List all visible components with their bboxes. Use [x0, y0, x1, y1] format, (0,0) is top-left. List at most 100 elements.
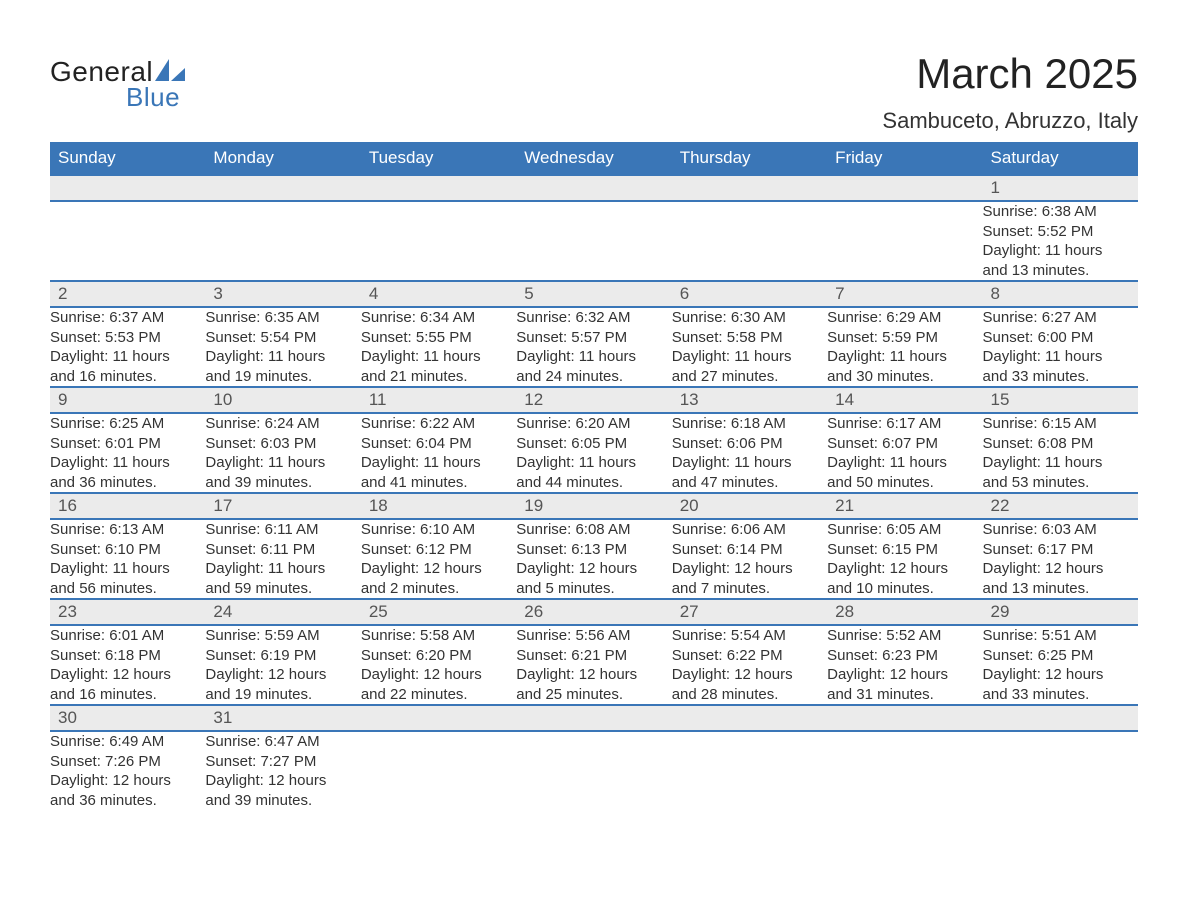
day-number-cell: 6	[672, 281, 827, 307]
day-detail-cell: Sunrise: 6:47 AMSunset: 7:27 PMDaylight:…	[205, 731, 360, 810]
day-detail-cell: Sunrise: 6:01 AMSunset: 6:18 PMDaylight:…	[50, 625, 205, 705]
sunset-text: Sunset: 6:03 PM	[205, 434, 360, 454]
day-number: 18	[361, 494, 516, 518]
day-number-cell: 29	[983, 599, 1138, 625]
day-number: 25	[361, 600, 516, 624]
day-number-cell: 7	[827, 281, 982, 307]
day1-text: Daylight: 11 hours	[50, 453, 205, 473]
day-number-cell: 11	[361, 387, 516, 413]
day-number: 24	[205, 600, 360, 624]
day-detail-cell	[983, 731, 1138, 810]
sunrise-text: Sunrise: 5:54 AM	[672, 626, 827, 646]
weekday-header: Tuesday	[361, 142, 516, 175]
sunrise-text: Sunrise: 6:37 AM	[50, 308, 205, 328]
day-number: 7	[827, 282, 982, 306]
day1-text: Daylight: 11 hours	[50, 559, 205, 579]
day-detail-cell	[361, 201, 516, 281]
day-detail-cell: Sunrise: 6:29 AMSunset: 5:59 PMDaylight:…	[827, 307, 982, 387]
weekday-header-row: Sunday Monday Tuesday Wednesday Thursday…	[50, 142, 1138, 175]
day-detail-cell: Sunrise: 6:34 AMSunset: 5:55 PMDaylight:…	[361, 307, 516, 387]
day-detail-cell	[672, 201, 827, 281]
day-number-cell	[361, 705, 516, 731]
header: General Blue March 2025 Sambuceto, Abruz…	[50, 50, 1138, 134]
day-number: 12	[516, 388, 671, 412]
day-number: 30	[50, 706, 205, 730]
sunrise-text: Sunrise: 5:58 AM	[361, 626, 516, 646]
day-number-cell: 5	[516, 281, 671, 307]
brand-word2: Blue	[126, 82, 180, 113]
detail-row: Sunrise: 6:01 AMSunset: 6:18 PM Daylight:…	[50, 625, 1138, 705]
day2-text: and 31 minutes.	[827, 685, 982, 705]
location-subtitle: Sambuceto, Abruzzo, Italy	[882, 108, 1138, 134]
day1-text: Daylight: 12 hours	[827, 665, 982, 685]
day1-text: Daylight: 11 hours	[516, 347, 671, 367]
sunrise-text: Sunrise: 6:35 AM	[205, 308, 360, 328]
day-number: 1	[983, 176, 1138, 200]
day1-text: Daylight: 11 hours	[205, 559, 360, 579]
day-number: 14	[827, 388, 982, 412]
day-number: 22	[983, 494, 1138, 518]
sunset-text: Sunset: 6:21 PM	[516, 646, 671, 666]
day2-text: and 13 minutes.	[983, 261, 1138, 281]
day-number-cell: 4	[361, 281, 516, 307]
day-detail-cell	[827, 731, 982, 810]
day-detail-cell: Sunrise: 6:11 AMSunset: 6:11 PMDaylight:…	[205, 519, 360, 599]
day-detail-cell: Sunrise: 5:51 AMSunset: 6:25 PMDaylight:…	[983, 625, 1138, 705]
day-number: 19	[516, 494, 671, 518]
day-number-cell	[827, 175, 982, 201]
sunset-text: Sunset: 6:05 PM	[516, 434, 671, 454]
day-number: 28	[827, 600, 982, 624]
sunrise-text: Sunrise: 5:51 AM	[983, 626, 1138, 646]
day-detail-cell: Sunrise: 6:20 AMSunset: 6:05 PMDaylight:…	[516, 413, 671, 493]
day-detail-cell: Sunrise: 6:06 AMSunset: 6:14 PMDaylight:…	[672, 519, 827, 599]
day1-text: Daylight: 11 hours	[672, 453, 827, 473]
day-number-cell	[50, 175, 205, 201]
sunrise-text: Sunrise: 6:01 AM	[50, 626, 205, 646]
day-detail-cell	[827, 201, 982, 281]
day-detail-cell: Sunrise: 5:56 AMSunset: 6:21 PMDaylight:…	[516, 625, 671, 705]
day2-text: and 36 minutes.	[50, 473, 205, 493]
sunset-text: Sunset: 6:18 PM	[50, 646, 205, 666]
sunset-text: Sunset: 5:59 PM	[827, 328, 982, 348]
sunset-text: Sunset: 6:15 PM	[827, 540, 982, 560]
day2-text: and 41 minutes.	[361, 473, 516, 493]
day-detail-cell: Sunrise: 6:15 AMSunset: 6:08 PMDaylight:…	[983, 413, 1138, 493]
detail-row: Sunrise: 6:38 AMSunset: 5:52 PMDaylight:…	[50, 201, 1138, 281]
day2-text: and 13 minutes.	[983, 579, 1138, 599]
sunrise-text: Sunrise: 6:08 AM	[516, 520, 671, 540]
day1-text: Daylight: 12 hours	[672, 665, 827, 685]
weekday-header: Monday	[205, 142, 360, 175]
day1-text: Daylight: 12 hours	[50, 771, 205, 791]
day-number: 9	[50, 388, 205, 412]
day-detail-cell: Sunrise: 6:13 AMSunset: 6:10 PMDaylight:…	[50, 519, 205, 599]
day-number: 29	[983, 600, 1138, 624]
day-number: 13	[672, 388, 827, 412]
sunrise-text: Sunrise: 6:13 AM	[50, 520, 205, 540]
day-number: 26	[516, 600, 671, 624]
sunset-text: Sunset: 6:22 PM	[672, 646, 827, 666]
day-number: 3	[205, 282, 360, 306]
page-title: March 2025	[882, 50, 1138, 98]
day2-text: and 16 minutes.	[50, 367, 205, 387]
day1-text: Daylight: 11 hours	[361, 453, 516, 473]
sunset-text: Sunset: 5:57 PM	[516, 328, 671, 348]
day2-text: and 50 minutes.	[827, 473, 982, 493]
day-detail-cell: Sunrise: 6:08 AMSunset: 6:13 PMDaylight:…	[516, 519, 671, 599]
day1-text: Daylight: 11 hours	[205, 347, 360, 367]
day1-text: Daylight: 11 hours	[672, 347, 827, 367]
daynum-row: 2345678	[50, 281, 1138, 307]
sunset-text: Sunset: 6:19 PM	[205, 646, 360, 666]
day-number-cell	[672, 705, 827, 731]
day-number: 27	[672, 600, 827, 624]
day2-text: and 56 minutes.	[50, 579, 205, 599]
day-detail-cell: Sunrise: 6:05 AMSunset: 6:15 PMDaylight:…	[827, 519, 982, 599]
day2-text: and 7 minutes.	[672, 579, 827, 599]
sunset-text: Sunset: 5:55 PM	[361, 328, 516, 348]
day1-text: Daylight: 12 hours	[983, 559, 1138, 579]
sunrise-text: Sunrise: 6:15 AM	[983, 414, 1138, 434]
day-number-cell: 23	[50, 599, 205, 625]
day1-text: Daylight: 11 hours	[827, 453, 982, 473]
day-number: 2	[50, 282, 205, 306]
day2-text: and 19 minutes.	[205, 367, 360, 387]
sunrise-text: Sunrise: 6:32 AM	[516, 308, 671, 328]
